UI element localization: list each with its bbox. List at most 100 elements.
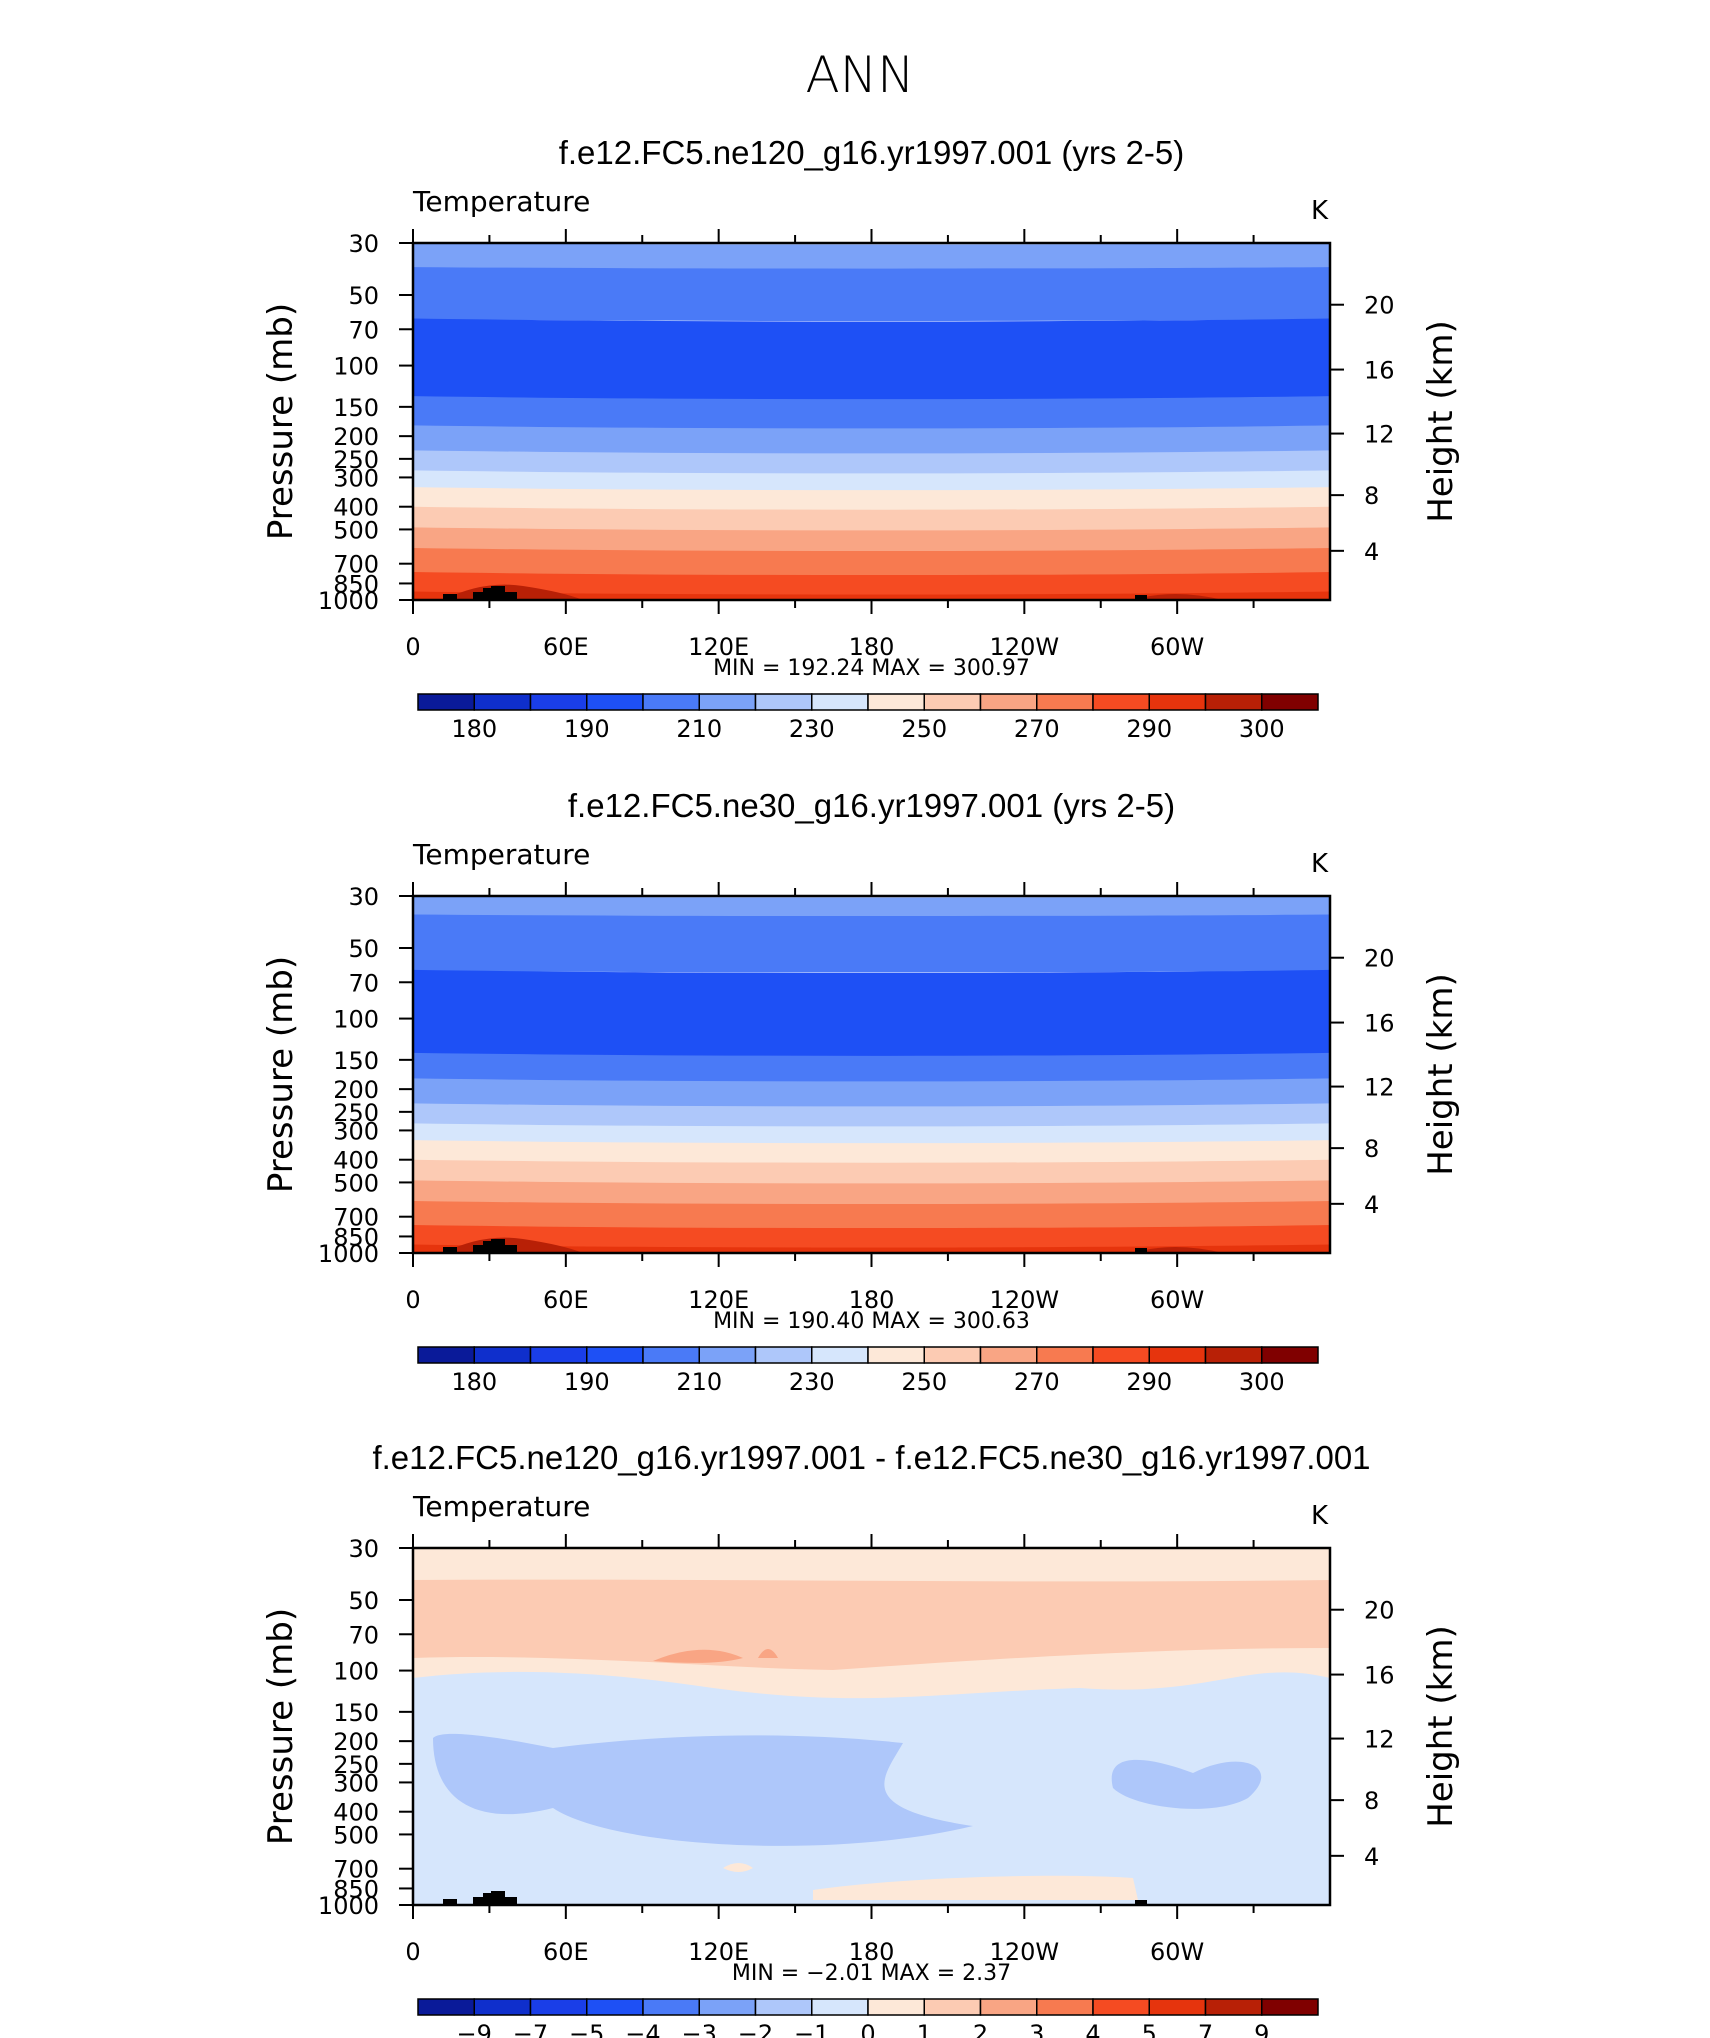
y-tick-label: 250 (333, 1751, 379, 1779)
topography-block (1135, 1248, 1147, 1253)
colorbar-swatch (1204, 1346, 1263, 1364)
y-tick-label: 400 (333, 494, 379, 522)
colorbar-label: −4 (625, 2020, 660, 2038)
y-tick-label: 250 (333, 1099, 379, 1127)
colorbar-swatch (586, 1346, 644, 1364)
contour-level-140-180 (413, 1052, 1330, 1083)
y-tick-label: 30 (348, 883, 379, 911)
colorbar-label: 4 (1085, 2020, 1100, 2038)
colorbar-swatch (923, 1346, 982, 1364)
y-tick-label: 500 (333, 516, 379, 544)
contour-level-760-920 (413, 572, 1330, 596)
colorbar-swatch (698, 1346, 757, 1364)
topography-block (491, 1239, 505, 1253)
y-right-tick-label: 8 (1364, 1787, 1379, 1815)
colorbar-swatch (867, 1998, 925, 2016)
contour-level-30-36 (413, 896, 1330, 918)
colorbar-swatch (979, 1346, 1038, 1364)
colorbar-label: 180 (451, 715, 497, 743)
colorbar-swatch (417, 1998, 475, 2016)
colorbar-label: 210 (676, 715, 722, 743)
y-tick-label: 700 (333, 551, 379, 579)
contour-level-600-760 (413, 547, 1330, 577)
contour-level-490-600 (413, 1180, 1330, 1205)
colorbar-label: −5 (569, 2020, 604, 2038)
y-tick-label: 300 (333, 1117, 379, 1145)
colorbar-swatch (1092, 693, 1150, 711)
y-tick-label: 30 (348, 1535, 379, 1563)
y-tick-label: 200 (333, 1076, 379, 1104)
topography-block (503, 592, 517, 600)
topography-block (1135, 1900, 1147, 1905)
colorbar-label: −3 (682, 2020, 717, 2038)
topography-block (503, 1897, 517, 1905)
colorbar-label: 250 (901, 715, 947, 743)
min-max-stats: MIN = −2.01 MAX = 2.37 (732, 1961, 1011, 1986)
y-right-tick-label: 12 (1364, 1726, 1395, 1754)
colorbar-swatch (1204, 693, 1263, 711)
colorbar-swatch (979, 1998, 1038, 2016)
contour-level-400-490 (413, 1159, 1330, 1185)
x-tick-label: 60W (1150, 1286, 1204, 1314)
x-tick-label: 0 (405, 1286, 420, 1314)
topography-block (491, 586, 505, 600)
y-right-tick-label: 8 (1364, 1135, 1379, 1163)
x-tick-label: 120W (990, 1938, 1060, 1966)
x-tick-label: 180 (849, 633, 895, 661)
y-right-tick-label: 4 (1364, 1191, 1379, 1219)
plot-area (413, 896, 1330, 1253)
colorbar-swatch (529, 1346, 588, 1364)
y-right-tick-label: 16 (1364, 1662, 1395, 1690)
colorbar-label: 290 (1126, 715, 1172, 743)
contour-level-230-280 (413, 1103, 1330, 1128)
diff-surface-warm (813, 1875, 1138, 1900)
y-tick-label: 150 (333, 394, 379, 422)
x-tick-label: 60E (543, 1938, 589, 1966)
contour-level-180-230 (413, 1078, 1330, 1108)
colorbar-label: 5 (1142, 2020, 1157, 2038)
colorbar-swatch (417, 693, 475, 711)
colorbar-label: −1 (794, 2020, 829, 2038)
warm-pocket (1133, 594, 1223, 600)
colorbar: −9 −7 −5 −4 −3 −2 −1 0 1 2 3 4 5 7 9 (417, 1998, 1319, 2038)
panel-units: K (1311, 196, 1329, 226)
y-tick-label: 200 (333, 423, 379, 451)
colorbar-swatch (1148, 693, 1207, 711)
diff-surface-warm (723, 1863, 753, 1872)
contour-level-62-140 (413, 969, 1330, 1057)
colorbar-label: 180 (451, 1368, 497, 1396)
y-tick-label: 850 (333, 1875, 379, 1903)
colorbar-swatch (979, 693, 1038, 711)
panel-subtitle: Temperature (412, 1490, 590, 1523)
colorbar-swatch (811, 693, 869, 711)
y-tick-label: 700 (333, 1204, 379, 1232)
y-tick-label: 400 (333, 1147, 379, 1175)
contour-level-36-62 (413, 914, 1330, 973)
colorbar-label: 290 (1126, 1368, 1172, 1396)
diff-cold-region (433, 1733, 973, 1846)
colorbar-swatch (1092, 1998, 1150, 2016)
colorbar-swatch (811, 1998, 869, 2016)
panel-title: f.e12.FC5.ne120_g16.yr1997.001 (yrs 2-5) (559, 134, 1185, 171)
colorbar-swatch (1148, 1346, 1207, 1364)
x-tick-label: 60E (543, 633, 589, 661)
contour-level-330-400 (413, 487, 1330, 511)
y-tick-label: 50 (348, 1587, 379, 1615)
colorbar-swatch (698, 693, 757, 711)
topography (443, 1239, 1147, 1253)
colorbar-label: 230 (789, 715, 835, 743)
warm-pocket (1133, 1247, 1223, 1253)
y-right-tick-label: 20 (1364, 945, 1395, 973)
y-right-tick-label: 4 (1364, 1843, 1379, 1871)
y-right-tick-label: 16 (1364, 1010, 1395, 1038)
y-tick-label: 30 (348, 230, 379, 258)
diff-pocket (758, 1649, 778, 1658)
contour-level-330-400 (413, 1140, 1330, 1164)
topography-block (503, 1245, 517, 1253)
colorbar-swatch (1036, 1998, 1094, 2016)
colorbar-label: 300 (1239, 1368, 1285, 1396)
colorbar-swatch (529, 1998, 588, 2016)
y-tick-label: 500 (333, 1169, 379, 1197)
contour-level-920-1000 (413, 1244, 1330, 1253)
colorbar-swatch (473, 693, 532, 711)
